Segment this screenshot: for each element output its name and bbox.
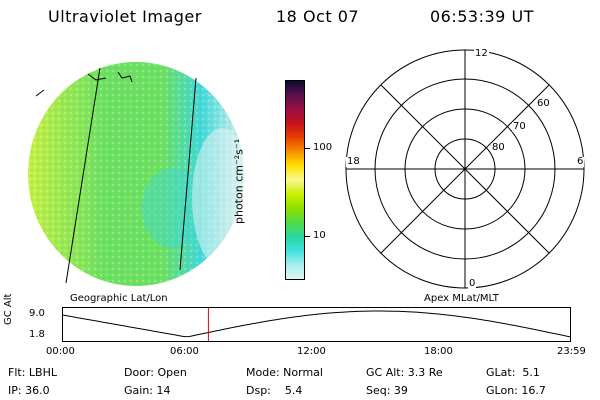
dsp-status: Dsp: 5.4 bbox=[246, 384, 303, 397]
gain-status: Gain: 14 bbox=[124, 384, 171, 397]
polar-plot-label: Apex MLat/MLT bbox=[424, 293, 499, 304]
filter-status: Flt: LBHL bbox=[8, 366, 57, 379]
instrument-title: Ultraviolet Imager bbox=[48, 7, 202, 26]
longitude-line bbox=[65, 67, 101, 284]
altitude-xtick-label: 18:00 bbox=[424, 346, 453, 357]
mlt-label-12: 12 bbox=[474, 48, 489, 59]
seq-status: Seq: 39 bbox=[366, 384, 408, 397]
longitude-line bbox=[179, 77, 197, 271]
colorbar-tick-label: 10 bbox=[313, 230, 326, 241]
mode-status: Mode: Normal bbox=[246, 366, 323, 379]
ip-status: IP: 36.0 bbox=[8, 384, 50, 397]
geo-map-label: Geographic Lat/Lon bbox=[70, 293, 168, 304]
polar-plot bbox=[345, 49, 585, 289]
mlat-label-80: 80 bbox=[491, 142, 506, 153]
altitude-xtick-label: 06:00 bbox=[170, 346, 199, 357]
altitude-ylabel: GC Alt bbox=[3, 293, 14, 325]
time-label: 06:53:39 UT bbox=[430, 7, 534, 26]
altitude-ytick-label: 1.8 bbox=[29, 329, 45, 340]
mlt-label-0: 0 bbox=[468, 278, 477, 289]
coastline bbox=[35, 71, 133, 97]
altitude-curve bbox=[62, 310, 571, 338]
glon-status: GLon: 16.7 bbox=[486, 384, 546, 397]
mlat-label-70: 70 bbox=[512, 121, 527, 132]
colorbar-tick-label: 100 bbox=[313, 142, 333, 153]
colorbar-tick bbox=[305, 236, 310, 237]
altitude-xtick-label: 12:00 bbox=[297, 346, 326, 357]
glat-status: GLat: 5.1 bbox=[486, 366, 540, 379]
mlt-label-6: 6 bbox=[576, 156, 585, 167]
altitude-xtick-label: 00:00 bbox=[46, 346, 75, 357]
altitude-xtick-label: 23:59 bbox=[557, 346, 586, 357]
mlt-label-18: 18 bbox=[346, 156, 361, 167]
colorbar bbox=[285, 80, 305, 280]
geographic-image bbox=[28, 62, 244, 286]
door-status: Door: Open bbox=[124, 366, 187, 379]
colorbar-unit: photon cm⁻²s⁻¹ bbox=[232, 138, 246, 224]
polar-diagonal bbox=[380, 84, 550, 254]
altitude-plot bbox=[62, 307, 571, 342]
date-label: 18 Oct 07 bbox=[276, 7, 360, 26]
gc-alt-status: GC Alt: 3.3 Re bbox=[366, 366, 443, 379]
altitude-plot-frame bbox=[62, 307, 571, 342]
mlat-label-60: 60 bbox=[536, 98, 551, 109]
colorbar-tick bbox=[305, 148, 310, 149]
altitude-ytick-label: 9.0 bbox=[29, 308, 45, 319]
